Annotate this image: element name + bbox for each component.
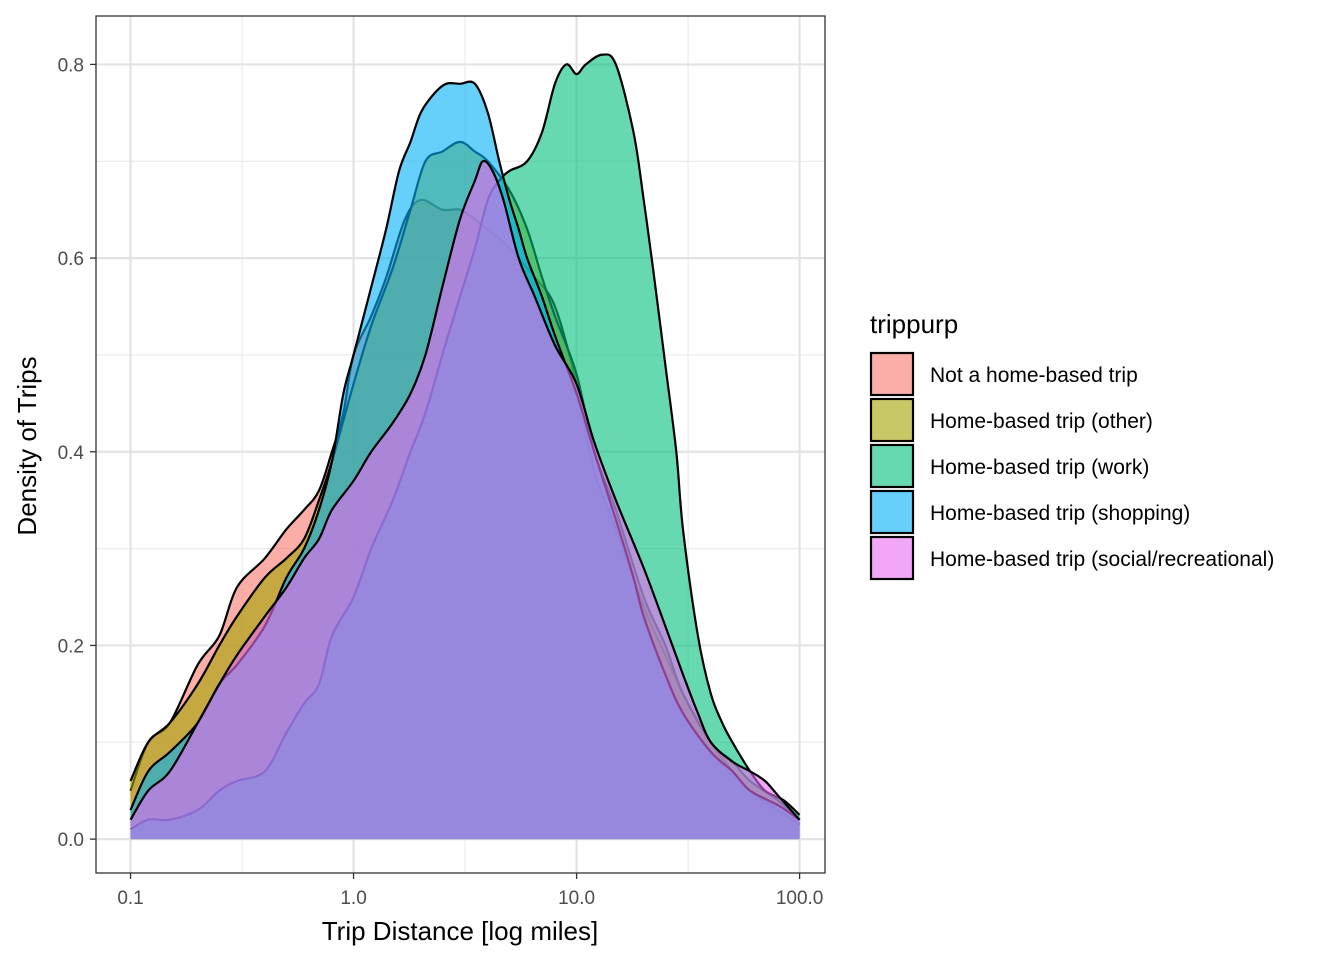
legend-label: Home-based trip (shopping) <box>930 502 1190 525</box>
x-axis: 0.1 1.0 10.0 100.0 <box>117 873 823 909</box>
legend-item: Home-based trip (shopping) <box>869 489 1190 535</box>
density-line-home-based-trip-social-recreational <box>129 159 801 821</box>
x-tick-label: 10.0 <box>558 888 595 909</box>
density-series <box>129 53 801 840</box>
y-tick-label: 0.6 <box>58 249 84 270</box>
density-area-home-based-trip-social-recreational <box>130 160 800 840</box>
legend-item: Home-based trip (social/recreational) <box>869 535 1274 581</box>
legend-label: Home-based trip (work) <box>930 456 1149 479</box>
y-tick-label: 0.2 <box>58 636 84 657</box>
plot-border <box>95 15 826 874</box>
x-tick-label: 1.0 <box>340 888 366 909</box>
y-tick-label: 0.0 <box>58 830 84 851</box>
y-tick-label: 0.4 <box>58 443 85 464</box>
legend-item: Home-based trip (other) <box>869 397 1153 443</box>
y-axis: 0.0 0.2 0.4 0.6 0.8 <box>58 55 96 851</box>
y-tick-label: 0.8 <box>58 55 84 76</box>
x-axis-title: Trip Distance [log miles] <box>322 916 598 946</box>
y-axis-title: Density of Trips <box>12 356 42 535</box>
legend: trippurp Not a home-based trip Home-based… <box>869 309 1274 581</box>
x-tick-label: 100.0 <box>776 888 824 909</box>
legend-title: trippurp <box>870 309 958 339</box>
legend-swatch <box>869 489 915 535</box>
legend-item: Not a home-based trip <box>869 351 1138 397</box>
legend-swatch <box>869 351 915 397</box>
legend-swatch <box>869 535 915 581</box>
legend-swatch <box>869 443 915 489</box>
legend-label: Home-based trip (other) <box>930 410 1153 433</box>
x-tick-label: 0.1 <box>117 888 143 909</box>
legend-item: Home-based trip (work) <box>869 443 1149 489</box>
legend-label: Not a home-based trip <box>930 364 1138 387</box>
legend-label: Home-based trip (social/recreational) <box>930 548 1274 571</box>
legend-swatch <box>869 397 915 443</box>
